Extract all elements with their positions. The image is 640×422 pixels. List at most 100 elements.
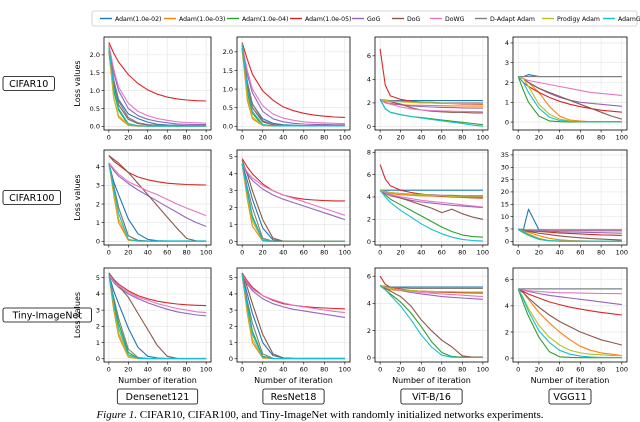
series-line [518, 76, 622, 96]
row-label: CIFAR10 [2, 76, 55, 91]
legend-entry: Prodigy Adam [542, 16, 600, 23]
x-tick-label: 0 [240, 366, 244, 374]
x-tick-label: 20 [124, 366, 132, 374]
y-tick-label: 1.0 [223, 85, 233, 93]
series-line [379, 285, 483, 358]
series-line [108, 162, 207, 242]
y-tick-label: 2.0 [223, 48, 233, 56]
x-tick-label: 100 [477, 249, 489, 257]
y-tick-label: 1.5 [90, 69, 100, 77]
x-tick-label: 20 [397, 366, 405, 374]
x-tick-label: 80 [320, 366, 328, 374]
y-tick-label: 0.5 [90, 105, 100, 113]
legend-label: Adam(1.0e-04) [242, 16, 288, 23]
column-label-box [116, 388, 199, 405]
legend-entry: GoG [352, 16, 381, 23]
series-line [241, 44, 345, 127]
x-tick-label: 60 [576, 134, 584, 142]
legend-entry: Adam(1.0e-04) [227, 16, 288, 23]
y-tick-label: 2 [367, 216, 371, 224]
series-line [241, 42, 345, 118]
series-line [108, 274, 207, 317]
y-tick-label: 35 [501, 151, 509, 159]
axes-frame [103, 36, 212, 131]
x-tick-label: 40 [279, 249, 287, 257]
series-line [108, 162, 207, 227]
x-tick-label: 60 [163, 134, 171, 142]
y-tick-label: 8 [367, 149, 371, 157]
axes-frame [103, 149, 212, 246]
row-label: Tiny-ImageNet [2, 307, 92, 323]
y-tick-label: 1 [96, 339, 100, 347]
column-label-text: VGG11 [553, 392, 586, 403]
series-line [379, 98, 483, 105]
y-tick-label: 3 [229, 306, 233, 314]
x-tick-label: 20 [124, 249, 132, 257]
series-line [379, 189, 483, 242]
row-label-text: CIFAR10 [9, 79, 48, 90]
y-tick-label: 2 [96, 200, 100, 208]
axes-frame [236, 36, 351, 131]
series-line [517, 288, 622, 316]
figure-caption: Figure 1. CIFAR10, CIFAR100, and Tiny-Im… [0, 409, 640, 421]
y-tick-label: 0 [229, 238, 233, 246]
legend: Adam(1.0e-02) Adam(1.0e-03) Adam(1.0e-04) A… [91, 10, 640, 27]
series-line [108, 44, 207, 124]
x-tick-label: 60 [163, 249, 171, 257]
series-line [379, 98, 483, 113]
subplot: 0 1 2 3 4 5 0 20 40 60 80 100 Number of iteration [229, 267, 351, 385]
series-line [379, 189, 483, 198]
x-tick-label: 60 [300, 366, 308, 374]
axes-frame [374, 149, 489, 246]
legend-label: DoWG [445, 16, 465, 23]
subplot: 0.0 0.5 1.0 1.5 2.0 0 20 40 60 80 100 Loss values [73, 36, 212, 142]
series-line [108, 47, 207, 127]
series-line [518, 76, 622, 120]
y-tick-label: 30 [501, 164, 509, 172]
axes-frame [236, 149, 351, 246]
legend-entry: DoWG [430, 16, 465, 23]
y-axis-label: Loss values [73, 60, 82, 106]
y-tick-label: 4 [229, 170, 233, 178]
series-line [108, 47, 207, 127]
series-line [241, 274, 345, 318]
legend-label: Adam(1.0e-03) [179, 16, 225, 23]
y-tick-label: 5 [229, 153, 233, 161]
x-tick-label: 100 [616, 249, 628, 257]
x-tick-label: 20 [397, 134, 405, 142]
x-tick-label: 0 [107, 366, 111, 374]
series-line [108, 44, 207, 127]
y-tick-label: 25 [501, 176, 509, 184]
x-tick-label: 100 [200, 134, 212, 142]
column-label-box [548, 388, 592, 405]
series-line [517, 288, 622, 357]
x-tick-label: 40 [144, 249, 152, 257]
legend-entry: D-Adapt Adam [475, 16, 535, 23]
y-tick-label: 2 [96, 323, 100, 331]
row-label: CIFAR100 [2, 190, 61, 205]
series-line [517, 288, 622, 357]
x-tick-label: 60 [576, 249, 584, 257]
x-tick-label: 40 [555, 366, 563, 374]
x-tick-label: 100 [616, 366, 628, 374]
x-tick-label: 100 [339, 366, 351, 374]
x-tick-label: 20 [259, 366, 267, 374]
column-label-text: Densenet121 [126, 392, 190, 403]
series-line [108, 51, 207, 127]
y-tick-label: 4 [367, 193, 371, 201]
x-axis-label: Number of iteration [531, 376, 610, 385]
y-tick-label: 0.0 [223, 123, 233, 131]
legend-entry: Adam(1.0e-03) [164, 16, 225, 23]
axes-frame [103, 267, 212, 363]
x-tick-label: 100 [477, 366, 489, 374]
y-tick-label: 2 [229, 323, 233, 331]
y-tick-label: 4 [96, 290, 100, 298]
y-tick-label: 2 [367, 99, 371, 107]
series-line [379, 189, 483, 238]
subplot: 0 5 10 15 20 25 30 35 0 20 40 60 80 100 [501, 149, 628, 257]
series-line [517, 288, 622, 359]
x-tick-label: 0 [240, 134, 244, 142]
axes-frame [236, 267, 351, 363]
